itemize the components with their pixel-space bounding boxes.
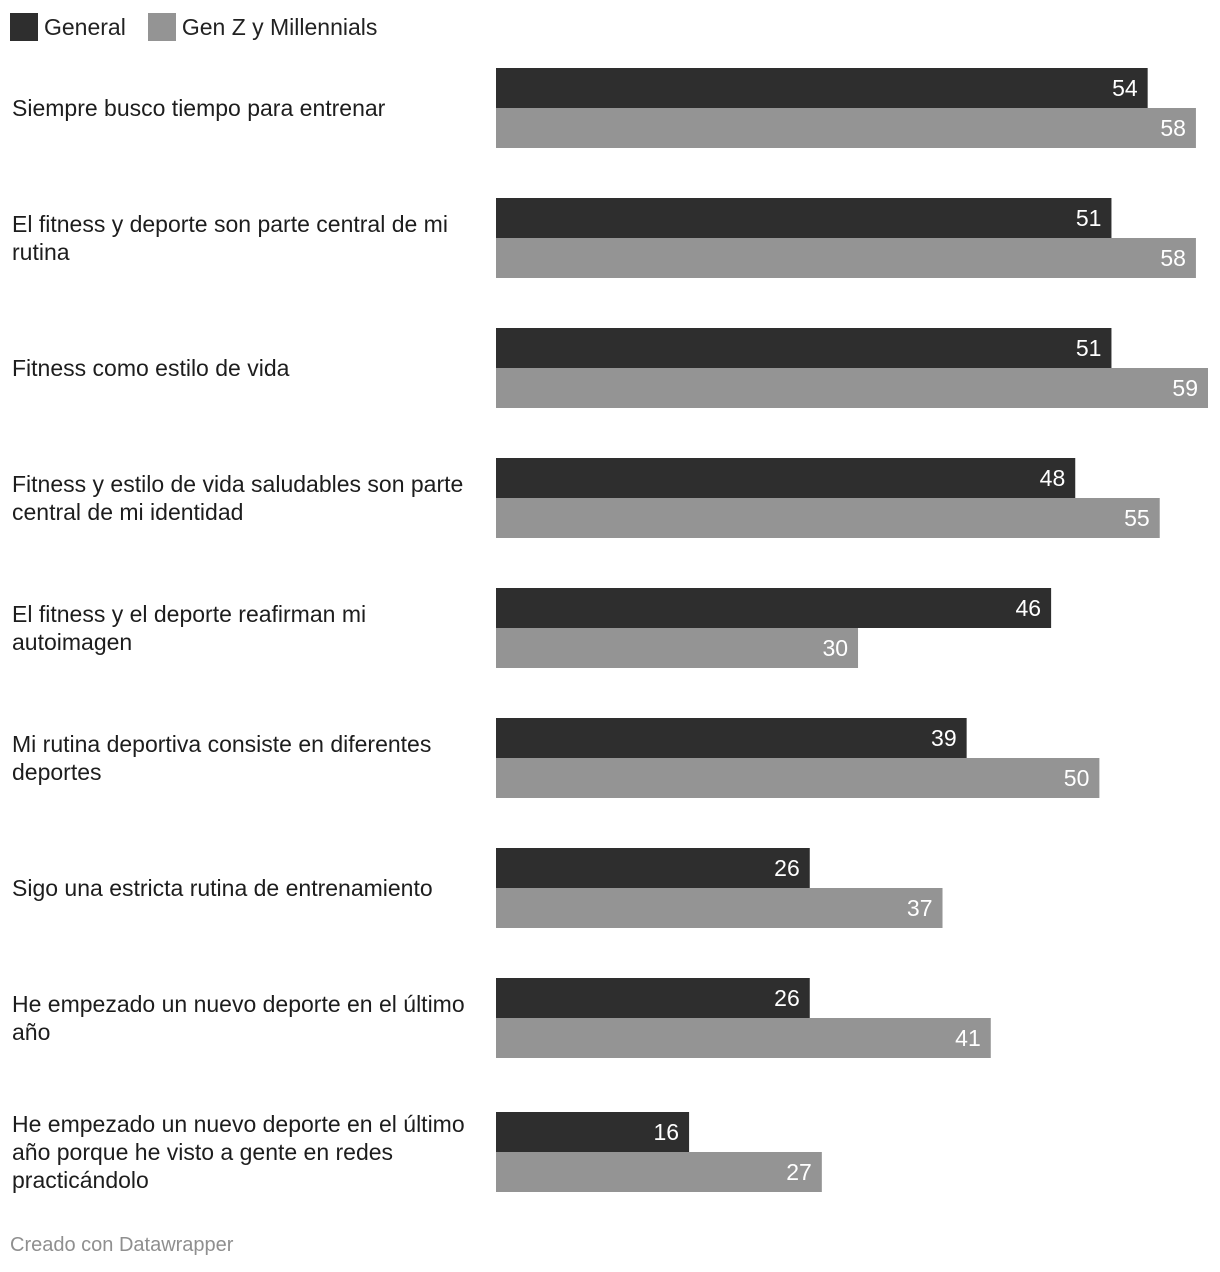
legend-label: Gen Z y Millennials: [181, 13, 378, 40]
value-label: 51: [1076, 335, 1102, 361]
bar-genz-millennials: [496, 238, 1196, 278]
category-label: Sigo una estricta rutina de entrenamient…: [12, 875, 433, 901]
value-label: 16: [653, 1119, 679, 1145]
bar-group: Fitness como estilo de vida 51 59: [12, 328, 1208, 408]
value-label: 51: [1076, 205, 1102, 231]
bar-genz-millennials: [496, 108, 1196, 148]
bar-group: Mi rutina deportiva consiste en diferent…: [12, 718, 1100, 798]
legend-swatch: [10, 13, 38, 41]
bar-general: [496, 718, 967, 758]
value-label: 46: [1016, 595, 1042, 621]
bar-group: Siempre busco tiempo para entrenar 54 58: [12, 68, 1196, 148]
legend-label: General: [44, 13, 126, 40]
value-label: 50: [1064, 765, 1090, 791]
category-label: Fitness y estilo de vida saludables son …: [12, 471, 463, 525]
bar-genz-millennials: [496, 758, 1100, 798]
value-label: 30: [822, 635, 848, 661]
bar-genz-millennials: [496, 628, 859, 668]
value-label: 54: [1112, 75, 1138, 101]
value-label: 37: [907, 895, 933, 921]
bar-genz-millennials: [496, 498, 1160, 538]
bar-group: El fitness y deporte son parte central d…: [12, 198, 1196, 278]
bar-general: [496, 458, 1076, 498]
category-label: El fitness y el deporte reafirman mi auto…: [12, 601, 366, 655]
bar-genz-millennials: [496, 888, 943, 928]
value-label: 58: [1160, 245, 1186, 271]
value-label: 26: [774, 855, 800, 881]
bar-general: [496, 198, 1112, 238]
category-label: Siempre busco tiempo para entrenar: [12, 95, 386, 121]
value-label: 26: [774, 985, 800, 1011]
bar-genz-millennials: [496, 368, 1208, 408]
legend-item-0: General: [10, 13, 126, 41]
value-label: 27: [786, 1159, 812, 1185]
category-label: El fitness y deporte son parte central d…: [12, 211, 448, 265]
category-label: He empezado un nuevo deporte en el últim…: [12, 991, 465, 1045]
bar-general: [496, 978, 810, 1018]
bar-group: Fitness y estilo de vida saludables son …: [12, 458, 1160, 538]
chart-legend: General Gen Z y Millennials: [10, 12, 399, 42]
bar-group: He empezado un nuevo deporte en el últim…: [12, 1111, 822, 1193]
category-label: Mi rutina deportiva consiste en diferent…: [12, 731, 431, 785]
value-label: 48: [1040, 465, 1066, 491]
bar-genz-millennials: [496, 1152, 822, 1192]
bar-general: [496, 1112, 690, 1152]
bar-chart: Siempre busco tiempo para entrenar 54 58 El…: [12, 68, 1208, 1193]
legend-swatch: [147, 13, 176, 41]
value-label: 39: [931, 725, 957, 751]
bar-general: [496, 848, 810, 888]
legend-item-1: Gen Z y Millennials: [147, 13, 378, 41]
bar-group: He empezado un nuevo deporte en el últim…: [12, 978, 991, 1058]
value-label: 41: [955, 1025, 981, 1051]
value-label: 55: [1124, 505, 1150, 531]
bar-group: Sigo una estricta rutina de entrenamient…: [12, 848, 943, 928]
bar-general: [496, 588, 1052, 628]
bar-general: [496, 68, 1148, 108]
category-label: He empezado un nuevo deporte en el últim…: [12, 1111, 465, 1193]
bar-general: [496, 328, 1112, 368]
value-label: 59: [1172, 375, 1198, 401]
category-label: Fitness como estilo de vida: [12, 355, 290, 381]
value-label: 58: [1160, 115, 1186, 141]
bar-genz-millennials: [496, 1018, 991, 1058]
footer-credit[interactable]: Creado con Datawrapper: [10, 1234, 234, 1256]
bar-group: El fitness y el deporte reafirman mi auto…: [12, 588, 1052, 668]
